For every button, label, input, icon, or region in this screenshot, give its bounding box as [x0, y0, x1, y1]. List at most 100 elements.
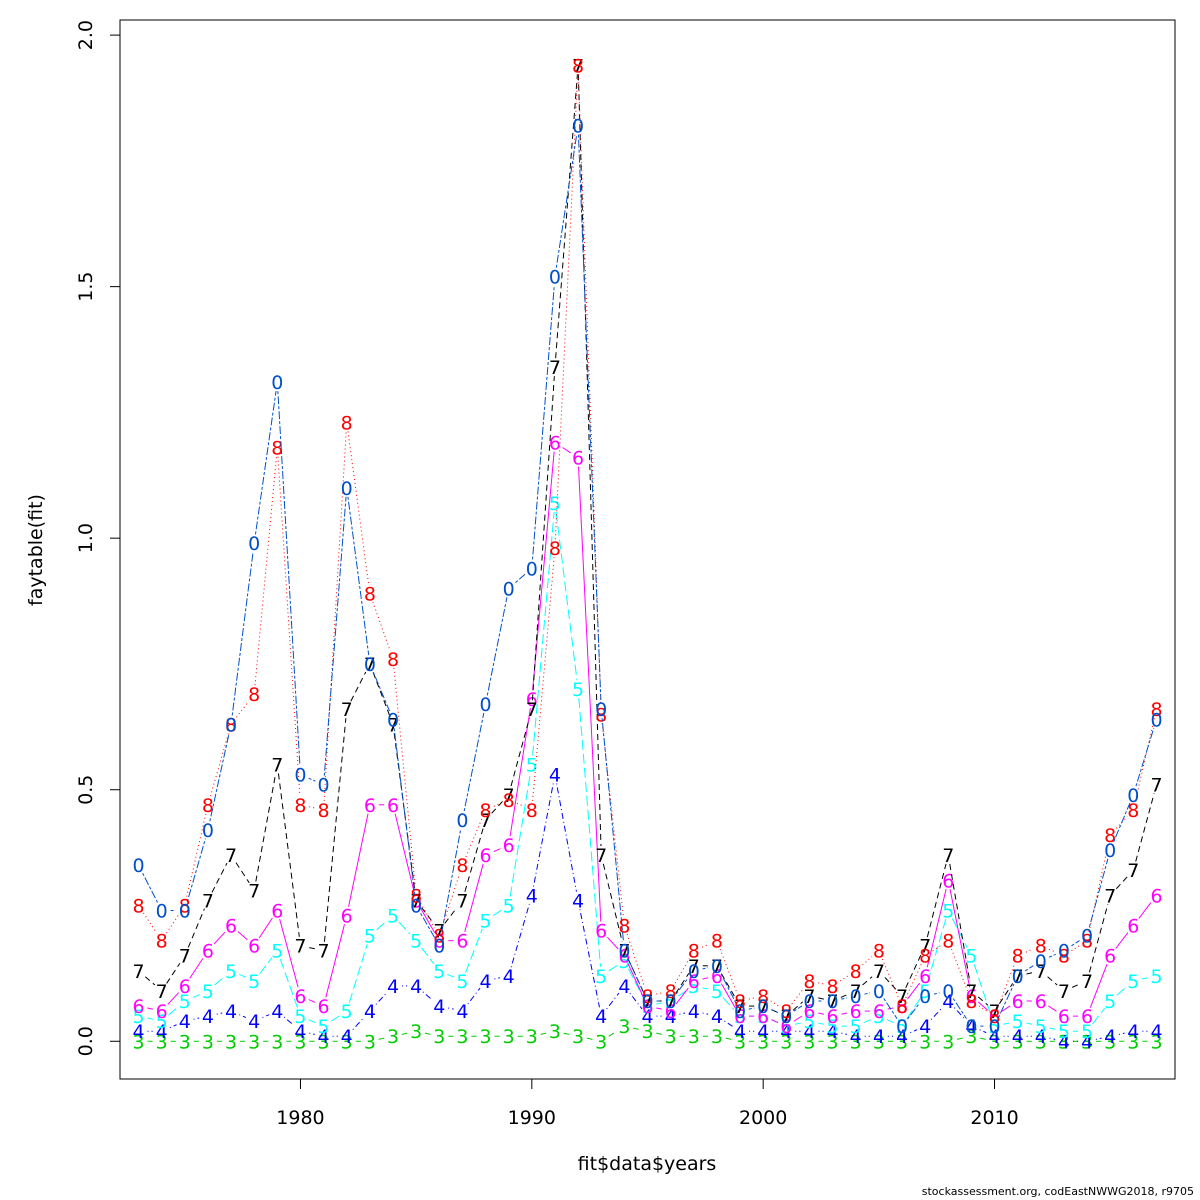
- series-8-segment: [143, 912, 158, 934]
- series-0-segment: [771, 1009, 779, 1013]
- series-8-point: 8: [1035, 936, 1047, 958]
- series-6-segment: [606, 936, 619, 950]
- series-6-segment: [1115, 932, 1129, 949]
- series-6-segment: [213, 931, 226, 945]
- series-6-segment: [949, 889, 971, 988]
- series-4-point: 4: [318, 1026, 330, 1048]
- series-3-point: 3: [711, 1026, 723, 1048]
- series-5-point: 5: [387, 905, 399, 927]
- series-7-point: 7: [1127, 860, 1139, 882]
- series-8-point: 8: [503, 790, 515, 812]
- series-6-segment: [493, 848, 501, 852]
- series-4-point: 4: [850, 1026, 862, 1048]
- series-8-point: 8: [225, 714, 237, 736]
- series-7-segment: [187, 908, 205, 948]
- series-4-point: 4: [156, 1021, 168, 1043]
- series-7-point: 7: [873, 961, 885, 983]
- series-0-point: 0: [919, 986, 931, 1008]
- series-0-point: 0: [873, 981, 885, 1003]
- series-8-point: 8: [248, 684, 260, 706]
- series-4-point: 4: [1104, 1026, 1116, 1048]
- series-0-point: 0: [734, 1001, 746, 1023]
- series-0-point: 0: [942, 981, 954, 1003]
- series-4-point: 4: [456, 1001, 468, 1023]
- series-6-segment: [464, 863, 484, 933]
- series-0-point: 0: [225, 714, 237, 736]
- series-6-point: 6: [341, 905, 353, 927]
- series-0-segment: [231, 552, 254, 716]
- series-7-point: 7: [618, 941, 630, 963]
- series-5-point: 5: [942, 900, 954, 922]
- series-6-point: 6: [1104, 946, 1116, 968]
- series-4-segment: [930, 1007, 943, 1020]
- series-7-segment: [464, 828, 484, 892]
- series-8-point: 8: [364, 584, 376, 606]
- series-0-point: 0: [780, 1006, 792, 1028]
- series-5-point: 5: [1081, 1021, 1093, 1043]
- series-4-point: 4: [988, 1026, 1000, 1048]
- series-7-segment: [510, 717, 530, 787]
- series-4-segment: [953, 1007, 966, 1020]
- series-0-segment: [186, 838, 206, 902]
- series-0-segment: [372, 672, 390, 712]
- series-5-segment: [818, 1022, 824, 1025]
- series-7-point: 7: [364, 654, 376, 676]
- series-4-point: 4: [248, 1011, 260, 1033]
- series-7-segment: [720, 973, 736, 999]
- series-8-point: 8: [711, 931, 723, 953]
- series-3-point: 3: [595, 1031, 607, 1053]
- series-3-point: 3: [827, 1031, 839, 1053]
- series-3-point: 3: [780, 1031, 792, 1053]
- series-3-point: 3: [1081, 1031, 1093, 1053]
- series-3-point: 3: [850, 1031, 862, 1053]
- y-tick-label: 1.5: [75, 272, 97, 302]
- series-8-segment: [465, 817, 483, 858]
- series-8-segment: [441, 873, 461, 928]
- series-7-point: 7: [526, 699, 538, 721]
- series-8-segment: [254, 456, 277, 686]
- series-3-point: 3: [456, 1026, 468, 1048]
- series-5-segment: [1026, 1022, 1033, 1025]
- series-4-segment: [262, 1014, 270, 1019]
- series-6-point: 6: [595, 921, 607, 943]
- series-3-point: 3: [572, 1026, 584, 1048]
- series-5-point: 5: [988, 1016, 1000, 1038]
- series-4-point: 4: [572, 890, 584, 912]
- series-0-point: 0: [618, 941, 630, 963]
- series-5-segment: [239, 973, 247, 978]
- series-8-point: 8: [387, 649, 399, 671]
- series-4-point: 4: [896, 1026, 908, 1048]
- y-tick-label: 1.0: [75, 523, 97, 553]
- series-7-point: 7: [294, 936, 306, 958]
- series-8-point: 8: [156, 931, 168, 953]
- series-4-segment: [447, 1007, 454, 1010]
- series-7-point: 7: [988, 1001, 1000, 1023]
- series-6-point: 6: [248, 936, 260, 958]
- series-8-segment: [770, 1000, 780, 1007]
- series-6-segment: [702, 977, 709, 980]
- series-4-segment: [169, 1024, 177, 1029]
- series-6-segment: [532, 451, 555, 691]
- series-8-point: 8: [665, 981, 677, 1003]
- series-5-point: 5: [711, 981, 723, 1003]
- series-3-segment: [563, 1032, 570, 1035]
- series-8-segment: [674, 958, 690, 984]
- series-5-point: 5: [433, 961, 445, 983]
- series-4-point: 4: [549, 765, 561, 787]
- series-6-segment: [348, 813, 369, 907]
- series-3-segment: [401, 1032, 408, 1035]
- series-3-point: 3: [1012, 1031, 1024, 1053]
- y-axis: 0.0 0.5 1.0 1.5 2.0: [75, 20, 121, 1056]
- series-6-point: 6: [641, 996, 653, 1018]
- series-6-segment: [977, 1001, 989, 1011]
- series-5-segment: [1142, 977, 1148, 980]
- series-0-segment: [254, 391, 277, 535]
- series-5-segment: [147, 1017, 153, 1020]
- series-4-point: 4: [757, 1021, 769, 1043]
- series-5-segment: [532, 511, 555, 756]
- series-8-point: 8: [780, 1001, 792, 1023]
- series-4-point: 4: [919, 1016, 931, 1038]
- series-3-segment: [586, 1037, 593, 1040]
- series-3-point: 3: [641, 1021, 653, 1043]
